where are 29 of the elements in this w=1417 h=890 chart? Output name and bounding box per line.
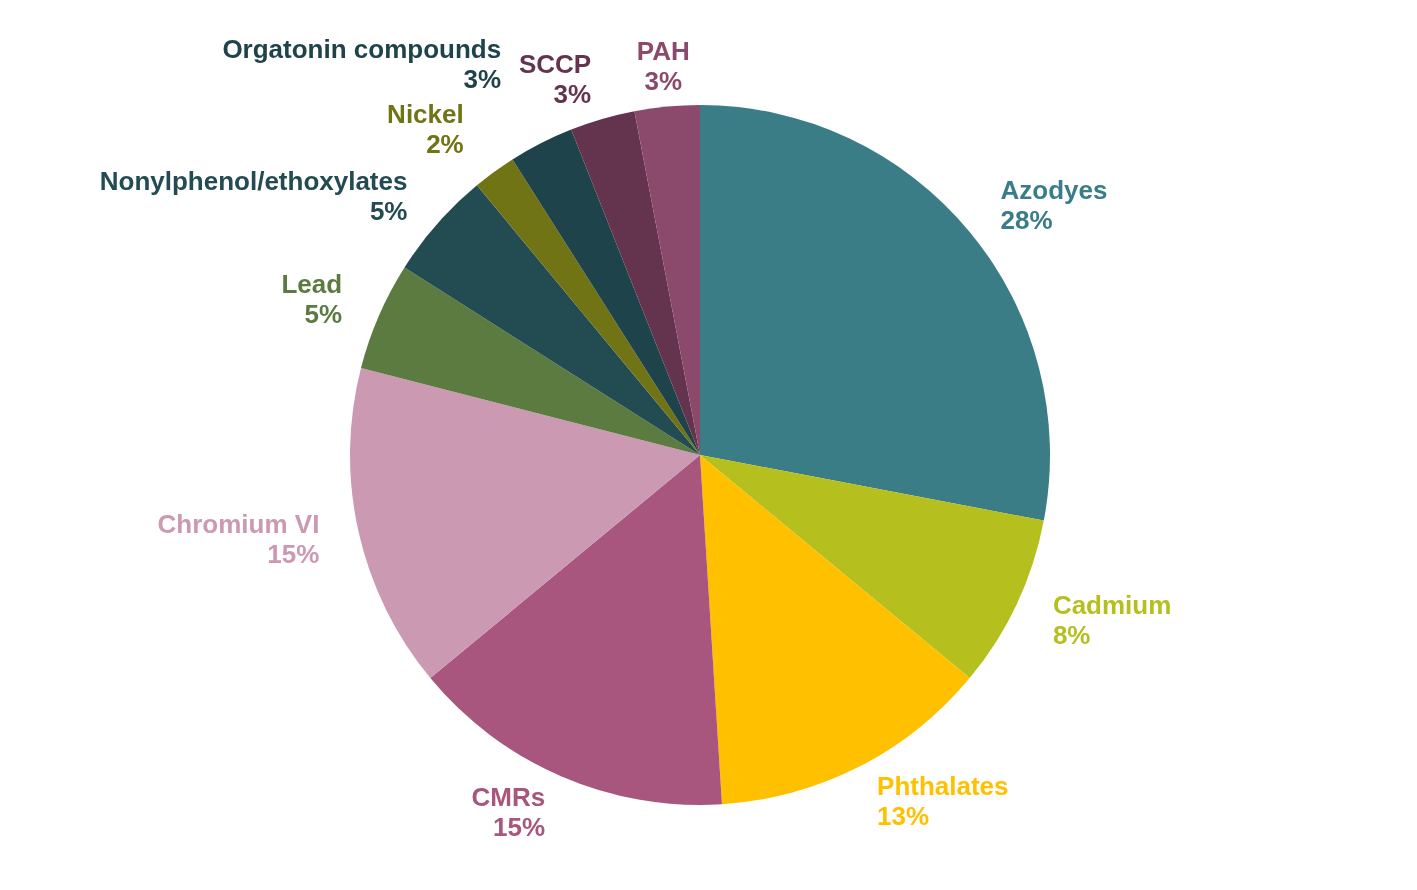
pie-slice [361,267,700,455]
pie-slice [700,455,1044,679]
data-label: 15% [267,539,320,570]
pie-slice [350,367,700,679]
pie-slice [476,159,700,455]
data-label: 5% [304,299,343,330]
data-label: 15% [493,811,546,842]
pie-slice [430,455,722,805]
data-label: 3% [553,79,592,110]
data-label: 5% [369,196,408,227]
slice-label: Phthalates [877,771,1009,802]
data-label: 3% [463,63,502,94]
slice-label: Nickel [387,98,464,129]
data-label: 3% [644,65,683,96]
slice-label: Nonylphenol/ethoxylates [99,166,408,197]
data-label: 13% [877,801,930,832]
pie-slice [634,105,700,455]
data-label: 28% [1000,205,1053,236]
slice-label: Cadmium [1052,590,1172,621]
pie-slice [571,111,700,455]
slice-label: SCCP [518,49,592,80]
slice-label: Chromium VI [157,509,320,540]
slice-label: Lead [281,269,343,300]
data-label: 8% [1052,620,1091,651]
slice-label: PAH [636,35,690,66]
slice-label: CMRs [471,781,546,812]
data-label: 2% [426,128,464,159]
slice-label: Orgatonin compounds [222,33,502,64]
slice-label: Azodyes [1000,175,1108,206]
